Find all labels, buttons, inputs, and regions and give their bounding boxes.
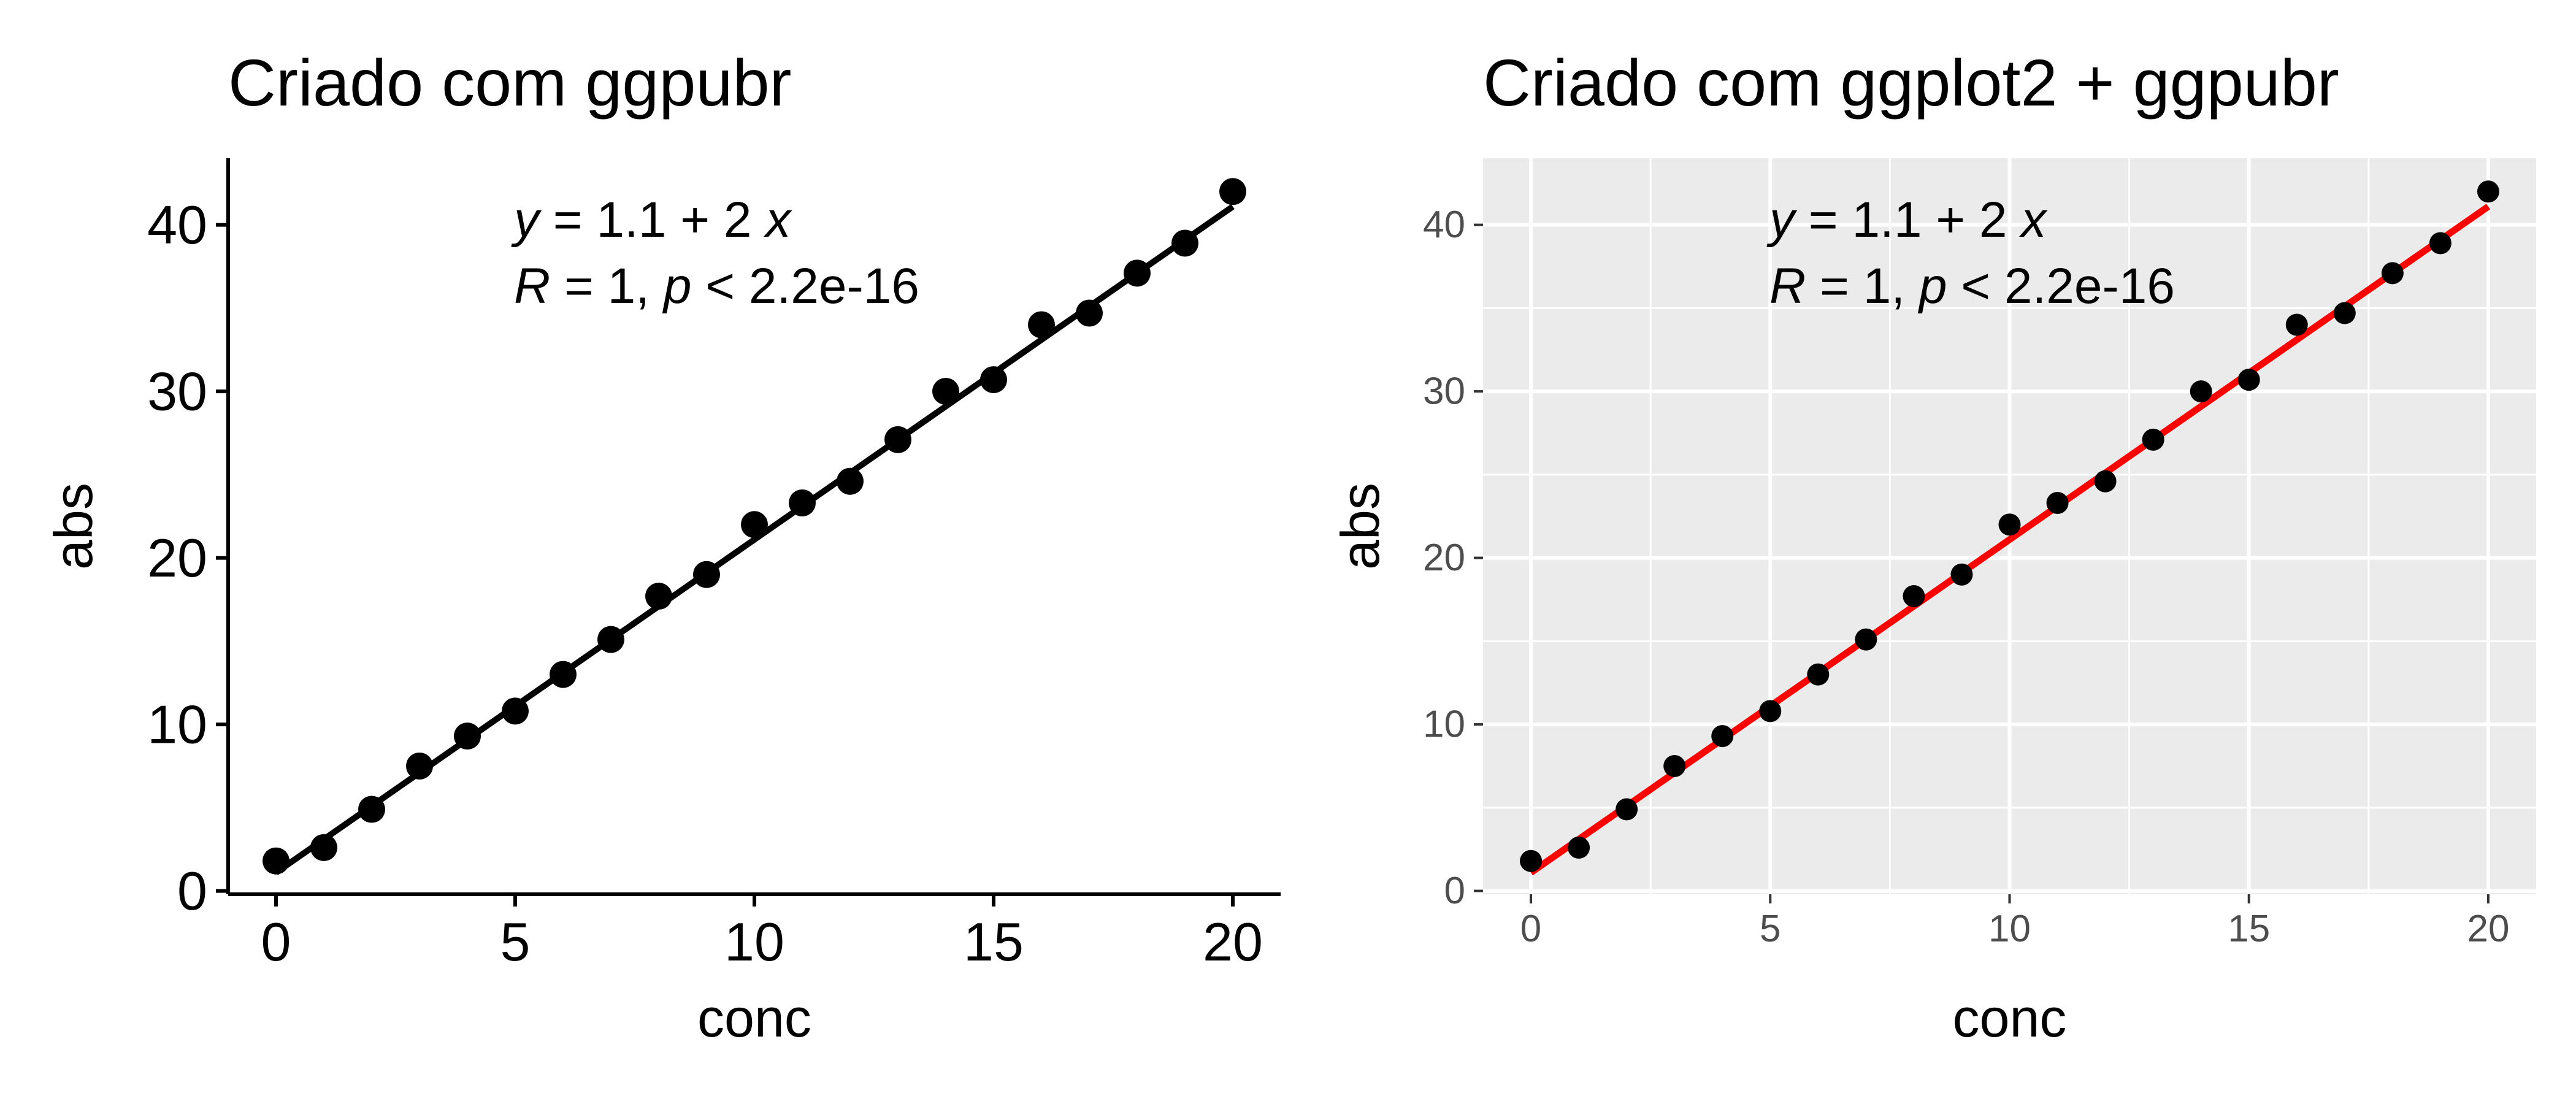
data-point (1028, 311, 1055, 339)
x-tick-label: 10 (724, 911, 784, 972)
x-tick-label: 5 (1760, 908, 1781, 950)
data-point (502, 697, 529, 725)
data-point (2190, 380, 2212, 403)
x-axis-title: conc (1953, 987, 2067, 1048)
data-point (1998, 513, 2021, 536)
y-axis-title: abs (1330, 483, 1390, 570)
data-point (693, 561, 720, 588)
chart-title: Criado com ggpubr (228, 45, 791, 120)
correlation-stats: R = 1, p < 2.2e-16 (1769, 258, 2175, 314)
data-point (406, 752, 433, 780)
x-tick-label: 0 (261, 911, 291, 972)
correlation-stats: R = 1, p < 2.2e-16 (514, 258, 919, 314)
equation-y-symbol: y (511, 192, 542, 248)
y-tick-label: 10 (1423, 703, 1465, 746)
stats-p-symbol: p (1917, 258, 1947, 314)
data-point (2142, 428, 2164, 451)
data-point (980, 366, 1007, 394)
stats-r-symbol: R (1769, 258, 1806, 314)
data-point (1950, 563, 1973, 586)
chart-2: 0 10 20 30 40 0 5 10 15 20 conc abs Criado com ggplo… (1330, 45, 2536, 1048)
x-tick-label: 15 (964, 911, 1024, 972)
data-point (1711, 725, 1734, 748)
data-point (2237, 369, 2260, 391)
data-point (2477, 180, 2499, 203)
y-tick-label: 30 (1423, 370, 1465, 413)
data-point (2333, 302, 2356, 324)
data-point (2381, 262, 2404, 285)
data-point (932, 378, 959, 405)
data-point (789, 489, 816, 516)
x-tick-label: 10 (1988, 908, 2031, 950)
data-point (1855, 628, 1877, 651)
stats-p-value: < 2.2e-16 (691, 258, 919, 314)
data-point (1759, 700, 1782, 723)
data-point (837, 467, 864, 495)
y-tick-label: 10 (147, 694, 207, 755)
data-point (1807, 663, 1830, 686)
chart-1: 0 10 20 30 40 0 5 10 15 20 conc abs Criado com ggpub… (43, 45, 1281, 1048)
equation-body: = 1.1 + 2 (539, 192, 765, 248)
data-point (2094, 470, 2117, 493)
data-point (1663, 754, 1686, 777)
data-point (1076, 299, 1103, 327)
y-tick-label: 0 (1444, 870, 1465, 912)
y-tick-label: 40 (147, 194, 207, 255)
stats-p-value: < 2.2e-16 (1947, 258, 2175, 314)
regression-equation: y = 1.1 + 2 x (1766, 192, 2048, 248)
data-point (1124, 259, 1151, 287)
y-axis-title: abs (43, 483, 104, 570)
x-tick-label: 20 (2467, 908, 2509, 950)
data-point (1219, 178, 1246, 205)
equation-body: = 1.1 + 2 (1795, 192, 2021, 248)
data-point (1520, 849, 1543, 872)
regression-line (1528, 204, 2491, 876)
x-tick-label: 20 (1203, 911, 1263, 972)
chart-title: Criado com ggplot2 + ggpubr (1483, 45, 2339, 120)
stats-r-symbol: R (514, 258, 550, 314)
y-tick-label: 20 (1423, 537, 1465, 579)
stats-r-value: = 1, (1806, 258, 1919, 314)
data-point (550, 661, 577, 688)
y-tick-label: 20 (147, 527, 207, 588)
equation-x-symbol: x (763, 192, 792, 248)
x-tick-label: 0 (1520, 908, 1541, 950)
data-point (2429, 232, 2451, 255)
data-point (1616, 798, 1638, 821)
x-axis-title: conc (697, 987, 811, 1048)
stats-p-symbol: p (662, 258, 692, 314)
y-tick-label: 30 (147, 361, 207, 422)
data-point (454, 723, 481, 750)
stats-r-value: = 1, (550, 258, 664, 314)
data-point (741, 511, 768, 539)
data-point (884, 426, 911, 453)
data-point (1568, 836, 1590, 859)
data-point (2046, 491, 2069, 514)
data-point (310, 834, 337, 861)
y-tick-label: 0 (177, 861, 207, 921)
y-tick-label: 40 (1423, 204, 1465, 246)
equation-x-symbol: x (2018, 192, 2048, 248)
data-point (358, 795, 385, 823)
data-point (2285, 313, 2308, 336)
x-tick-label: 15 (2228, 908, 2270, 950)
data-point (263, 847, 289, 875)
data-point (597, 626, 624, 653)
x-tick-label: 5 (500, 911, 531, 972)
regression-line (274, 204, 1235, 875)
equation-y-symbol: y (1766, 192, 1798, 248)
data-point (1903, 585, 1925, 608)
data-point (645, 583, 672, 610)
regression-equation: y = 1.1 + 2 x (511, 192, 792, 248)
data-point (1171, 229, 1198, 257)
